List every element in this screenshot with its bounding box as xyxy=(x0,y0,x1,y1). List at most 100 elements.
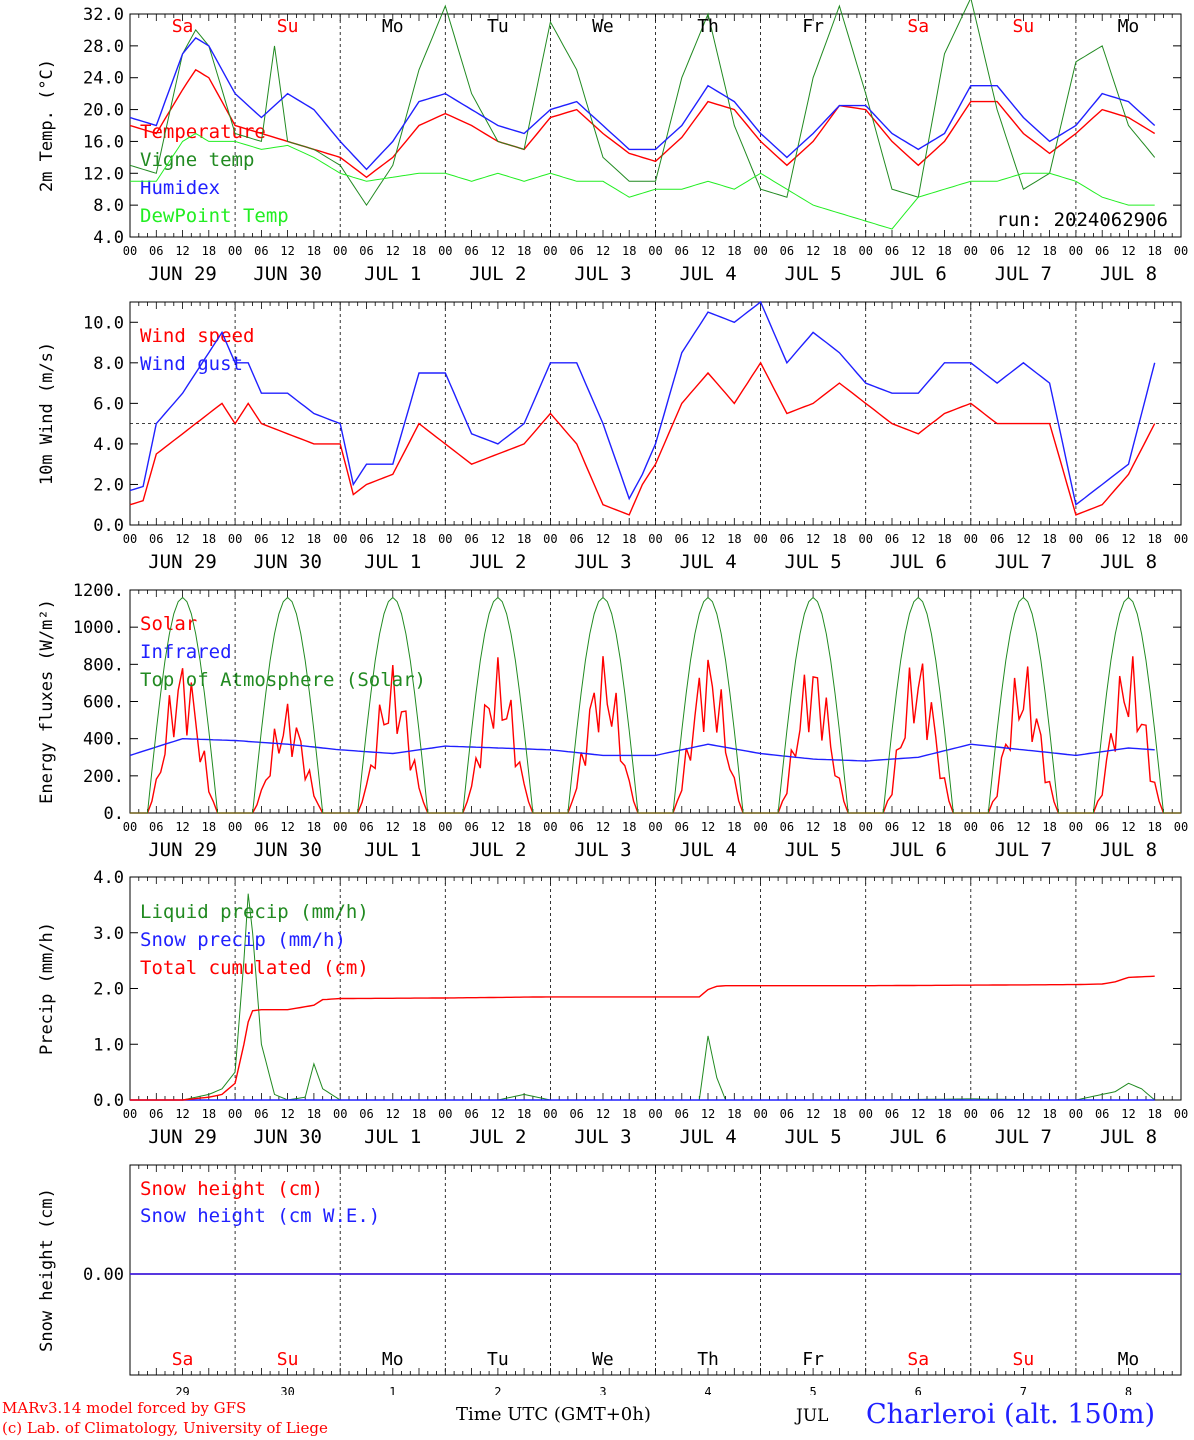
x-axis-ticks xyxy=(129,1165,1182,1375)
x-hour-label: 00 xyxy=(1174,1107,1188,1121)
x-date-label: JUL 7 xyxy=(995,1126,1052,1148)
x-hour-label: 06 xyxy=(149,820,163,834)
x-hour-label: 18 xyxy=(412,532,426,546)
x-hour-label: 18 xyxy=(1042,244,1056,258)
x-hour-label: 06 xyxy=(990,820,1004,834)
meteogram-chart: 4.08.012.016.020.024.028.032.02m Temp. (… xyxy=(37,0,1188,1399)
x-hour-label: 12 xyxy=(175,1107,189,1121)
x-hour-label: 06 xyxy=(780,244,794,258)
day-name-bottom: Mo xyxy=(382,1349,404,1370)
x-hour-label: 06 xyxy=(464,244,478,258)
x-hour-label: 00 xyxy=(858,532,872,546)
series-line-top-of-atmosphere-solar xyxy=(130,596,1181,814)
x-date-label: JUL 2 xyxy=(469,263,526,285)
y-tick-label: 2.0 xyxy=(93,980,124,1000)
x-hour-label: 12 xyxy=(1121,1107,1135,1121)
day-number: 2 xyxy=(494,1385,501,1395)
x-hour-label: 06 xyxy=(1095,820,1109,834)
x-date-label: JUL 7 xyxy=(995,839,1052,861)
x-hour-label: 00 xyxy=(123,532,137,546)
x-hour-label: 00 xyxy=(648,1107,662,1121)
x-date-label: JUL 7 xyxy=(995,551,1052,573)
y-tick-label: 8.0 xyxy=(93,196,124,216)
day-name-top: We xyxy=(592,16,614,37)
day-name-bottom: Sa xyxy=(907,1349,929,1370)
x-hour-label: 12 xyxy=(1121,820,1135,834)
x-hour-label: 18 xyxy=(517,1107,531,1121)
x-hour-label: 18 xyxy=(1147,1107,1161,1121)
x-hour-label: 12 xyxy=(280,1107,294,1121)
x-hour-label: 18 xyxy=(1147,244,1161,258)
x-date-label: JUL 2 xyxy=(469,839,526,861)
day-number: 4 xyxy=(704,1385,711,1395)
lab-credit: (c) Lab. of Climatology, University of L… xyxy=(2,1419,328,1437)
x-hour-label: 06 xyxy=(1095,532,1109,546)
x-hour-label: 18 xyxy=(307,820,321,834)
x-hour-label: 18 xyxy=(412,1107,426,1121)
x-hour-label: 06 xyxy=(464,1107,478,1121)
day-number: 6 xyxy=(915,1385,922,1395)
x-hour-label: 12 xyxy=(806,820,820,834)
x-hour-label: 00 xyxy=(228,820,242,834)
x-hour-label: 12 xyxy=(386,1107,400,1121)
x-hour-label: 00 xyxy=(228,532,242,546)
x-hour-label: 06 xyxy=(569,1107,583,1121)
x-date-label: JUL 6 xyxy=(890,551,947,573)
y-axis-label: 2m Temp. (°C) xyxy=(37,59,57,192)
x-hour-label: 00 xyxy=(964,532,978,546)
x-hour-label: 00 xyxy=(964,820,978,834)
legend-solar: Solar xyxy=(140,613,197,635)
x-hour-label: 06 xyxy=(359,244,373,258)
x-hour-label: 18 xyxy=(307,532,321,546)
x-date-label: JUL 4 xyxy=(679,1126,736,1148)
x-hour-label: 00 xyxy=(858,1107,872,1121)
x-hour-label: 18 xyxy=(937,1107,951,1121)
day-name-bottom: Sa xyxy=(172,1349,194,1370)
y-axis-label: Snow height (cm) xyxy=(37,1188,57,1352)
model-credit: MARv3.14 model forced by GFS xyxy=(2,1399,247,1417)
x-axis-ticks xyxy=(129,14,1182,237)
legend-top-of-atmosphere-solar: Top of Atmosphere (Solar) xyxy=(140,669,426,691)
x-hour-label: 00 xyxy=(1174,244,1188,258)
plot-frame xyxy=(129,589,1182,814)
series-line-infrared xyxy=(129,737,1155,762)
x-hour-label: 12 xyxy=(911,1107,925,1121)
x-hour-label: 00 xyxy=(333,532,347,546)
x-hour-label: 00 xyxy=(543,820,557,834)
x-hour-label: 12 xyxy=(386,820,400,834)
x-hour-label: 00 xyxy=(123,244,137,258)
day-number: 5 xyxy=(810,1385,817,1395)
x-date-label: JUL 3 xyxy=(574,551,631,573)
x-hour-label: 18 xyxy=(622,1107,636,1121)
x-hour-label: 12 xyxy=(701,532,715,546)
x-hour-label: 18 xyxy=(517,244,531,258)
x-hour-label: 06 xyxy=(359,532,373,546)
x-date-label: JUN 30 xyxy=(253,1126,322,1148)
x-hour-label: 06 xyxy=(359,820,373,834)
y-tick-label: 32.0 xyxy=(83,5,124,25)
legend-wind-speed: Wind speed xyxy=(140,325,254,347)
x-hour-label: 18 xyxy=(517,532,531,546)
x-hour-label: 18 xyxy=(727,1107,741,1121)
y-tick-label: 4.0 xyxy=(93,868,124,888)
x-hour-label: 06 xyxy=(780,820,794,834)
x-hour-label: 06 xyxy=(149,244,163,258)
x-hour-label: 06 xyxy=(675,1107,689,1121)
x-hour-label: 12 xyxy=(175,820,189,834)
x-hour-label: 00 xyxy=(438,1107,452,1121)
x-date-label: JUL 1 xyxy=(364,551,421,573)
day-name-top: Mo xyxy=(1118,16,1140,37)
x-date-label: JUN 29 xyxy=(148,263,217,285)
x-hour-label: 00 xyxy=(438,532,452,546)
x-date-label: JUL 8 xyxy=(1100,263,1157,285)
day-name-bottom: Th xyxy=(697,1349,719,1370)
x-hour-label: 18 xyxy=(1042,1107,1056,1121)
x-hour-label: 18 xyxy=(1147,820,1161,834)
x-hour-label: 06 xyxy=(990,1107,1004,1121)
x-hour-label: 06 xyxy=(990,244,1004,258)
x-hour-label: 18 xyxy=(307,1107,321,1121)
x-hour-label: 12 xyxy=(701,244,715,258)
y-axis-label: Energy fluxes (W/m²) xyxy=(37,599,57,804)
y-tick-label: 0.0 xyxy=(93,516,124,536)
x-hour-label: 00 xyxy=(1069,820,1083,834)
